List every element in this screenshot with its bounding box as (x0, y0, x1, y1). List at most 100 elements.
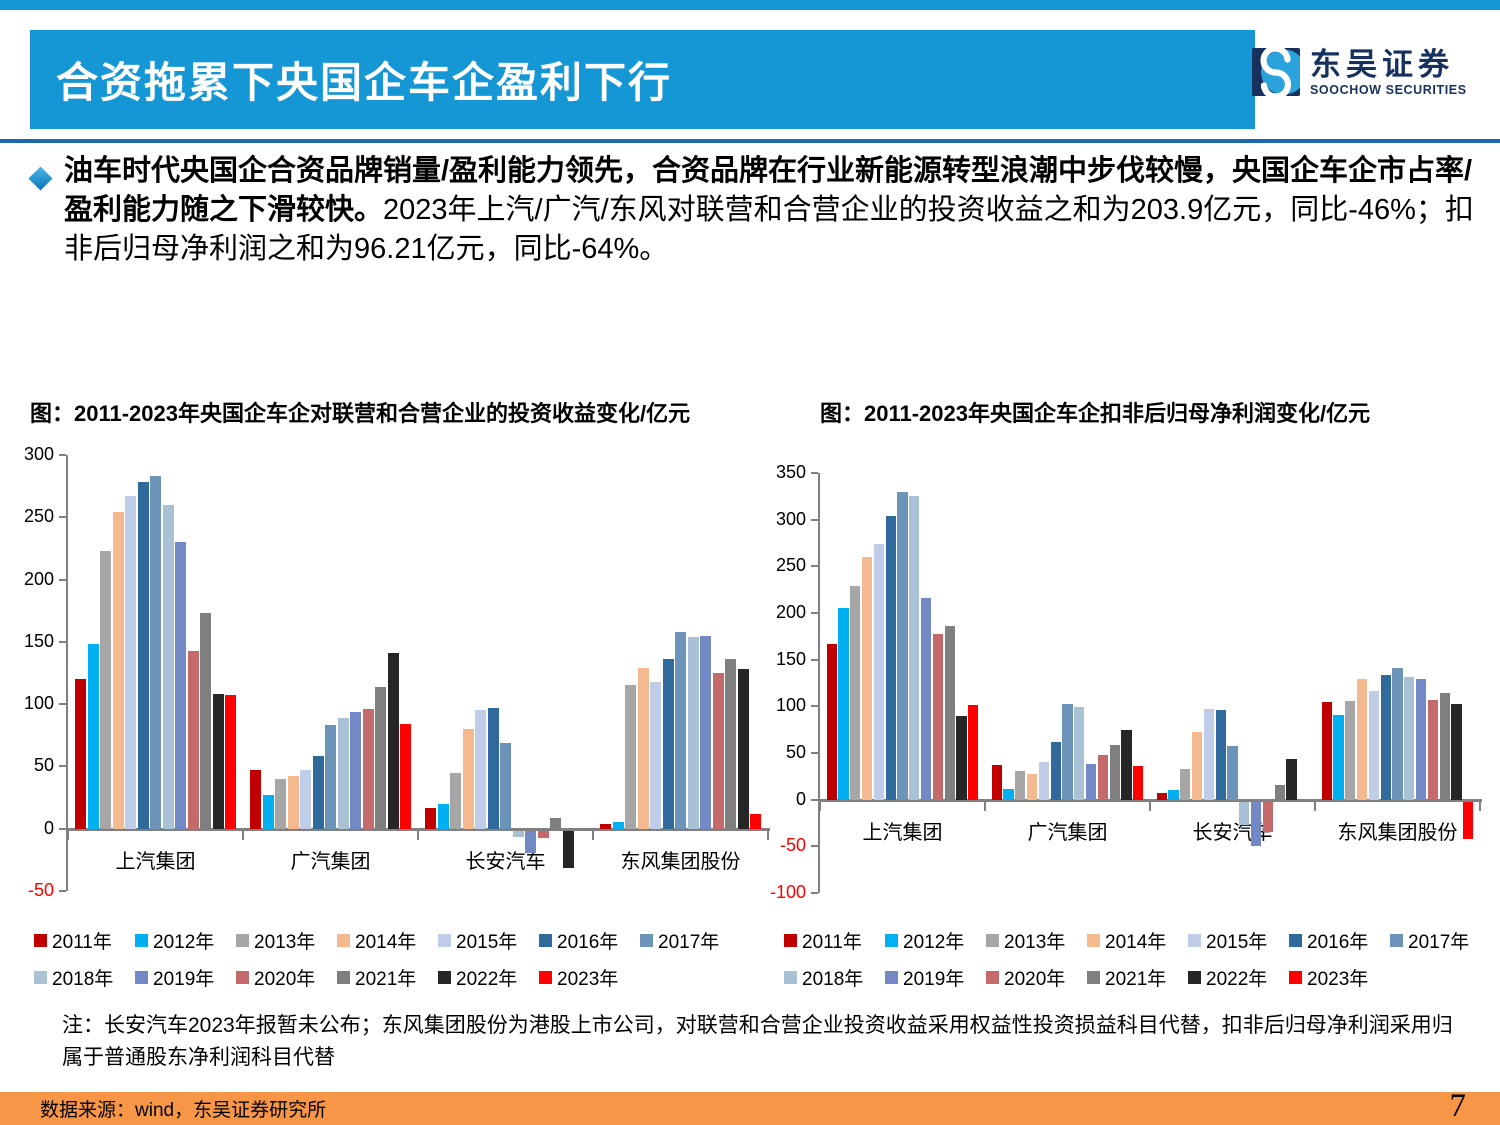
bar-长安汽车-2018年 (512, 830, 524, 837)
legend-label: 2016年 (1307, 932, 1369, 953)
top-accent-strip (0, 0, 1500, 10)
legend-swatch-icon (337, 934, 350, 947)
bar-东风集团股份-2014年 (1356, 679, 1368, 800)
bar-东风集团股份-2012年 (612, 822, 624, 829)
bar-广汽集团-2022年 (1121, 729, 1132, 800)
x-category-label: 长安汽车 (1192, 821, 1273, 844)
legend-label: 2012年 (903, 932, 965, 953)
legend-swatch-icon (1087, 934, 1100, 947)
legend-item: 2017年 (1390, 927, 1491, 954)
bar-上汽集团-2011年 (826, 643, 837, 800)
bar-上汽集团-2016年 (885, 515, 896, 800)
y-tick-mark (811, 565, 818, 568)
bar-广汽集团-2019年 (350, 711, 361, 829)
bar-东风集团股份-2016年 (662, 659, 674, 829)
bar-广汽集团-2015年 (300, 770, 311, 829)
bar-上汽集团-2012年 (87, 644, 99, 829)
x-category-label: 东风集团股份 (1337, 821, 1458, 844)
x-tick-mark (67, 829, 69, 840)
bar-广汽集团-2011年 (250, 770, 261, 829)
key-point-normal: 2023年上汽/广汽/东风对联营和合营企业的投资收益之和为203.9亿元，同比-… (64, 194, 1474, 265)
legend-swatch-icon (236, 971, 249, 984)
bar-广汽集团-2021年 (375, 686, 386, 829)
x-tick-mark (417, 829, 419, 840)
legend-swatch-icon (784, 934, 797, 947)
legend-swatch-icon (885, 971, 898, 984)
bar-长安汽车-2015年 (475, 710, 486, 829)
x-category-label: 上汽集团 (115, 850, 196, 873)
x-axis-line (66, 827, 770, 831)
legend-row: 2018年 2019年 2020年 2021年 2022年 2023年 (784, 959, 1500, 996)
bar-广汽集团-2016年 (312, 756, 324, 829)
bar-长安汽车-2021年 (550, 817, 561, 829)
x-tick-mark (819, 800, 821, 811)
bar-广汽集团-2011年 (991, 765, 1002, 800)
legend-item: 2013年 (236, 927, 337, 954)
x-tick-mark (767, 829, 769, 840)
legend-label: 2014年 (355, 932, 417, 953)
legend-swatch-icon (1289, 934, 1302, 947)
page-title: 合资拖累下央国企车企盈利下行 (56, 59, 673, 106)
bar-东风集团股份-2022年 (1451, 703, 1462, 800)
bar-东风集团股份-2020年 (712, 673, 724, 829)
legend-swatch-icon (135, 934, 148, 947)
bar-上汽集团-2018年 (909, 496, 920, 800)
bar-上汽集团-2017年 (897, 491, 908, 800)
soochow-logo-icon (1252, 48, 1300, 96)
legend-label: 2012年 (153, 932, 215, 953)
y-tick-label: 250 (23, 506, 54, 527)
legend-label: 2019年 (153, 969, 215, 990)
legend-item: 2023年 (539, 964, 640, 991)
legend-label: 2018年 (802, 969, 864, 990)
bar-广汽集团-2013年 (1015, 770, 1026, 800)
bar-上汽集团-2014年 (112, 512, 124, 829)
y-tick-mark (59, 827, 66, 830)
bar-东风集团股份-2019年 (1415, 679, 1427, 800)
y-tick-mark (811, 892, 818, 894)
x-category-label: 东风集团股份 (620, 850, 741, 873)
bar-上汽集团-2020年 (932, 633, 943, 800)
legend-swatch-icon (539, 971, 552, 984)
legend-label: 2023年 (557, 969, 619, 990)
legend-item: 2015年 (1188, 927, 1289, 954)
bar-广汽集团-2012年 (262, 795, 274, 829)
y-axis-line (66, 455, 68, 891)
bar-广汽集团-2023年 (1133, 766, 1144, 800)
bar-东风集团股份-2011年 (600, 823, 611, 829)
bar-长安汽车-2017年 (1227, 745, 1238, 800)
legend-swatch-icon (1390, 934, 1403, 947)
bar-上汽集团-2017年 (150, 476, 161, 829)
bar-长安汽车-2022年 (562, 830, 574, 869)
y-tick-mark (59, 454, 66, 456)
bar-上汽集团-2012年 (838, 608, 849, 800)
bar-上汽集团-2015年 (873, 543, 885, 800)
bar-长安汽车-2016年 (487, 707, 499, 829)
bar-广汽集团-2015年 (1038, 762, 1050, 800)
y-tick-label: 350 (775, 462, 806, 482)
bar-广汽集团-2017年 (325, 725, 336, 829)
y-tick-mark (811, 705, 818, 708)
bar-东风集团股份-2018年 (687, 636, 699, 829)
y-tick-mark (59, 703, 66, 706)
y-tick-label: 200 (23, 568, 54, 589)
y-tick-mark (59, 890, 66, 892)
legend-swatch-icon (135, 971, 148, 984)
bar-广汽集团-2018年 (337, 717, 349, 829)
legend-swatch-icon (539, 934, 552, 947)
legend-swatch-icon (1087, 971, 1100, 984)
bar-chart-investment-income: 300 250 200 150 100 50 0 -50 上汽集团 广汽集团 长安汽车 东风集团股份 (20, 440, 780, 910)
bar-长安汽车-2013年 (450, 772, 461, 829)
chart-title-left: 图：2011-2023年央国企车企对联营和合营企业的投资收益变化/亿元 (30, 401, 691, 426)
bar-东风集团股份-2015年 (650, 681, 661, 829)
y-tick-label: 200 (775, 602, 806, 622)
bar-东风集团股份-2020年 (1427, 699, 1438, 800)
legend-label: 2023年 (1307, 969, 1369, 990)
legend-label: 2021年 (1105, 969, 1167, 990)
bar-广汽集团-2021年 (1109, 744, 1120, 800)
x-axis-line (818, 798, 1482, 802)
bar-东风集团股份-2022年 (737, 669, 749, 829)
bar-长安汽车-2019年 (1250, 801, 1262, 847)
legend-swatch-icon (885, 934, 898, 947)
y-tick-mark (811, 752, 818, 754)
bar-长安汽车-2011年 (1156, 793, 1167, 800)
